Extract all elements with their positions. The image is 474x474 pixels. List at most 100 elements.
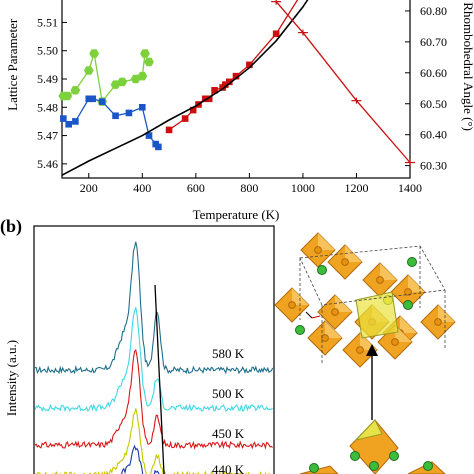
panel-label-bg — [1, 214, 39, 248]
data-point — [65, 120, 72, 128]
axis-indicator — [311, 315, 321, 319]
panel-b-chart: (b) Intensity (a.u.) 580 K 500 K 450 K 440 K — [0, 214, 275, 474]
metal-atom — [434, 318, 442, 326]
data-point — [144, 57, 154, 67]
data-point — [189, 106, 197, 114]
reference-line — [154, 284, 165, 474]
y-tick-label: 5.46 — [37, 157, 58, 171]
data-point — [232, 72, 240, 80]
metal-atom — [314, 246, 322, 254]
plot-frame — [61, 0, 411, 179]
data-point — [272, 30, 280, 38]
data-point — [83, 66, 94, 75]
data-point — [165, 126, 173, 134]
fit-curve — [61, 0, 309, 176]
unit-cell-outline — [299, 245, 446, 365]
metal-atom — [331, 308, 339, 316]
octahedron-face — [400, 316, 417, 333]
metal-atom — [321, 334, 329, 342]
data-point — [139, 103, 146, 111]
trace-label: 450 K — [212, 426, 245, 441]
data-point — [246, 61, 253, 69]
data-point — [181, 115, 189, 122]
trace-label: 440 K — [212, 462, 245, 474]
x-tick-label: 200 — [80, 181, 98, 195]
y2-tick-label: 60.30 — [420, 159, 447, 173]
data-point — [145, 132, 153, 139]
transition-arrowhead — [366, 344, 378, 356]
y-axis-label: Lattice Parameter — [5, 18, 20, 111]
y-tick-label: 5.50 — [37, 44, 58, 58]
x-tick-label: 600 — [187, 181, 205, 195]
crystal-structure-illustration — [274, 232, 456, 474]
data-point — [60, 115, 67, 122]
y2-axis-label: Rhombohedral Angle (°) — [461, 2, 474, 131]
octahedron-face — [325, 321, 342, 338]
panel-a-chart: 200 400 600 800 1000 1200 1400 Temperature (K) 5… — [5, 0, 474, 222]
data-point — [110, 80, 121, 89]
data-point — [85, 95, 93, 103]
metal-atom — [376, 276, 384, 284]
highlighted-polyhedron-lower — [354, 419, 383, 441]
y2-tick-label: 60.70 — [420, 35, 447, 49]
data-point — [130, 74, 141, 84]
a-site-atom — [403, 300, 413, 310]
a-site-atom-lower — [423, 461, 433, 471]
x-axis-label: Temperature (K) — [193, 207, 280, 222]
x-tick-label: 400 — [133, 181, 151, 195]
y-tick-label: 5.52 — [37, 0, 58, 1]
trace-label: 500 K — [212, 386, 245, 401]
xrd-trace-2 — [34, 349, 273, 450]
trace-label: 580 K — [212, 346, 245, 361]
a-site-atom — [407, 257, 417, 267]
octahedron-face — [345, 245, 362, 262]
metal-atom — [404, 288, 412, 296]
octahedron-face — [292, 288, 309, 305]
x-tick-label: 1200 — [344, 181, 368, 195]
a-site-atom — [317, 265, 327, 275]
metal-atom — [288, 301, 296, 309]
x-tick-label: 1000 — [291, 181, 315, 195]
y2-tick-label: 60.50 — [420, 97, 447, 111]
a-site-atom-lower — [369, 461, 379, 471]
x-tick-label: 1400 — [398, 181, 422, 195]
data-point — [98, 98, 106, 105]
octahedron-face — [395, 325, 412, 342]
xrd-trace-0 — [34, 241, 274, 375]
a-site-atom-lower — [389, 451, 399, 461]
data-point — [221, 81, 229, 88]
x-tick-label: 800 — [240, 181, 258, 195]
panel-b-frame — [33, 225, 275, 474]
data-point — [155, 143, 162, 151]
y-tick-label: 5.48 — [37, 100, 58, 114]
data-point — [201, 95, 209, 103]
data-point — [112, 112, 119, 120]
metal-atom — [341, 258, 349, 266]
data-point — [137, 71, 148, 81]
y-tick-label: 5.51 — [37, 15, 58, 29]
highlighted-polyhedron — [355, 291, 399, 339]
data-point — [211, 87, 218, 94]
panel-b-y-axis-label: Intensity (a.u.) — [4, 340, 19, 416]
data-point — [72, 118, 79, 125]
y2-tick-label: 60.40 — [420, 128, 447, 142]
xrd-trace-1 — [34, 306, 273, 413]
axis-indicator — [305, 311, 313, 319]
data-point — [226, 78, 233, 86]
series-line-4 — [275, 1, 411, 163]
octahedron-face — [318, 233, 335, 250]
a-site-atom — [295, 325, 305, 335]
octahedron-face — [438, 305, 455, 322]
panel-b-label: (b) — [0, 216, 22, 237]
octahedron-face — [408, 275, 425, 292]
y2-tick-label: 60.60 — [420, 66, 447, 80]
y-tick-label: 5.49 — [37, 72, 58, 86]
a-site-atom-lower — [309, 463, 319, 473]
data-point — [89, 49, 99, 58]
a-site-atom-lower — [350, 451, 360, 461]
metal-atom — [356, 346, 364, 354]
series-line-2 — [168, 0, 299, 131]
data-point — [117, 77, 128, 87]
data-point — [205, 95, 213, 103]
